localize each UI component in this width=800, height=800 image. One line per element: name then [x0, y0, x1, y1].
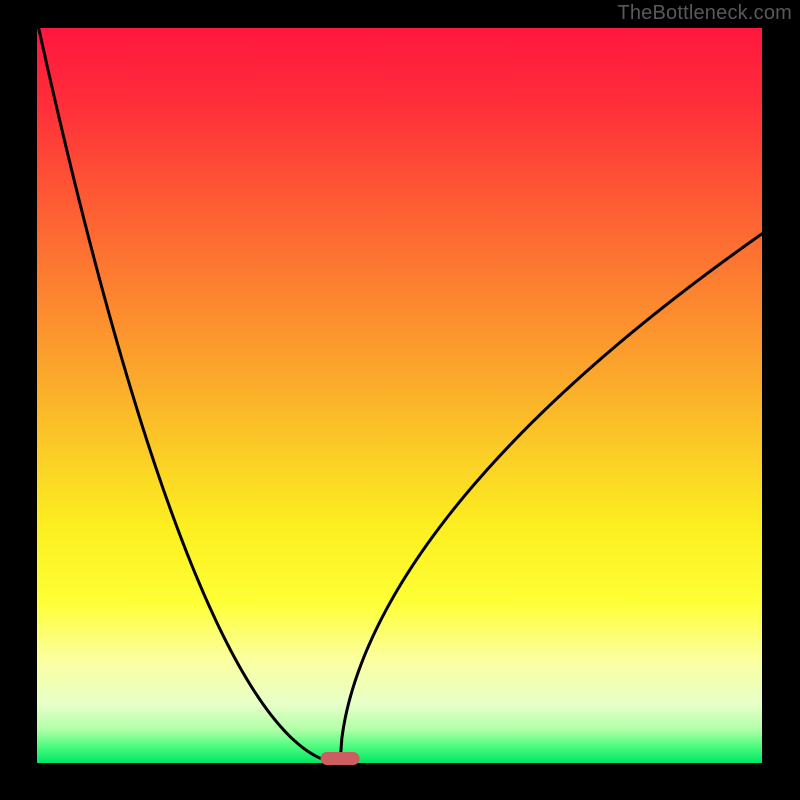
notch-marker	[320, 752, 359, 765]
chart-svg	[0, 0, 800, 800]
watermark-text: TheBottleneck.com	[617, 2, 792, 25]
chart-container: TheBottleneck.com	[0, 0, 800, 800]
